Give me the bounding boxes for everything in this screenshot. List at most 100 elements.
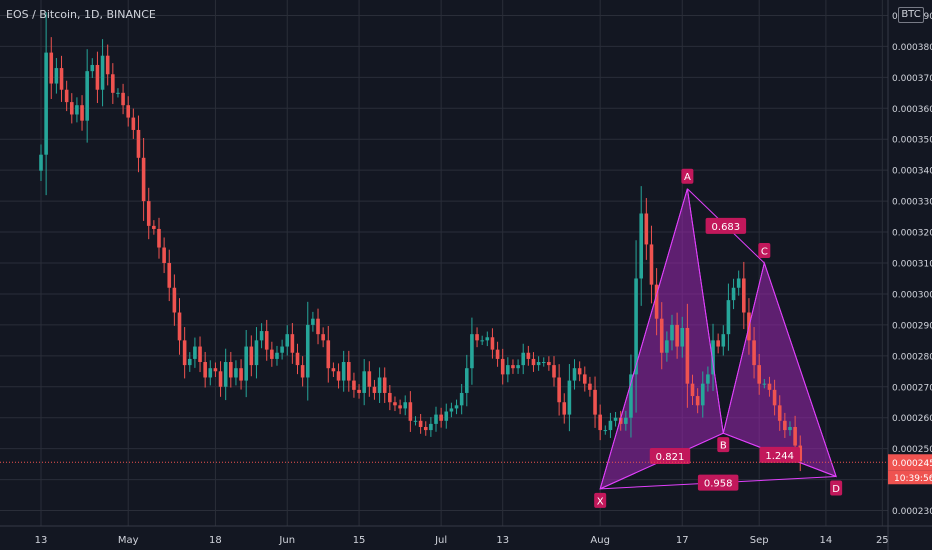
candle-down — [654, 284, 659, 319]
candle-up — [362, 371, 366, 393]
candle-down — [690, 383, 695, 397]
candle-down — [475, 334, 479, 341]
x-tick-label: May — [118, 535, 139, 546]
candle-up — [629, 374, 633, 418]
candle-down — [742, 278, 746, 313]
ratio-label-badge[interactable] — [759, 446, 800, 463]
candle-down — [336, 371, 341, 381]
candle-up — [449, 408, 454, 412]
candle-down — [316, 318, 320, 335]
pattern-point-d-badge[interactable] — [830, 480, 843, 496]
candle-up — [464, 368, 469, 393]
candle-down — [182, 340, 187, 366]
candle-down — [582, 374, 587, 384]
ratio-label: 1.244 — [765, 451, 794, 462]
candle-up — [254, 340, 259, 366]
candle-down — [172, 287, 177, 313]
y-tick-label: 0.0002900 — [892, 321, 932, 331]
candle-up — [116, 92, 120, 94]
candle-up — [54, 68, 59, 84]
y-tick-label: 0.0003300 — [892, 198, 932, 208]
pattern-point-b-badge[interactable] — [717, 437, 730, 453]
candle-down — [300, 365, 305, 378]
candle-up — [536, 362, 541, 366]
candle-up — [541, 362, 546, 364]
pattern-point-label: D — [832, 484, 840, 495]
candle-down — [152, 225, 156, 229]
candle-up — [459, 392, 464, 406]
candle-up — [624, 417, 628, 424]
y-tick-label: 0.0002500 — [892, 445, 932, 455]
y-tick-label: 0.0003000 — [892, 290, 932, 300]
last-price-text: 0.0002456 — [892, 459, 932, 469]
ratio-label: 0.821 — [656, 452, 685, 463]
candle-down — [772, 389, 777, 406]
x-tick-label: 15 — [353, 535, 366, 546]
ratio-label-badge[interactable] — [649, 448, 691, 464]
candle-down — [69, 102, 74, 115]
candle-down — [793, 426, 797, 446]
candle-up — [634, 278, 638, 375]
candle-up — [244, 346, 248, 381]
ratio-label-badge[interactable] — [705, 217, 747, 234]
pattern-line-ab — [686, 188, 724, 434]
candle-up — [75, 105, 79, 115]
candle-up — [454, 405, 459, 409]
candle-down — [783, 420, 787, 431]
candle-up — [234, 368, 238, 378]
candle-down — [418, 420, 423, 427]
x-tick-label: 17 — [676, 535, 689, 546]
candle-down — [423, 426, 428, 431]
countdown-badge — [888, 470, 932, 485]
candle-down — [598, 414, 602, 431]
candle-down — [398, 405, 402, 409]
pattern-point-label: X — [597, 496, 604, 507]
candle-down — [372, 386, 377, 393]
candle-down — [49, 52, 54, 84]
candles — [39, 12, 803, 472]
chart-title: EOS / Bitcoin, 1D, BINANCE — [6, 8, 156, 21]
candle-up — [506, 365, 510, 375]
candle-down — [249, 346, 254, 366]
candle-down — [295, 352, 300, 366]
candle-down — [136, 129, 141, 158]
candle-up — [275, 352, 279, 359]
candle-up — [608, 420, 613, 431]
candle-up — [603, 430, 608, 432]
candle-down — [213, 368, 218, 372]
candle-up — [480, 340, 484, 342]
ratio-label-badge[interactable] — [697, 474, 739, 491]
candle-up — [521, 352, 526, 366]
pattern-point-label: A — [684, 172, 691, 183]
candle-down — [593, 389, 597, 415]
candle-down — [64, 89, 69, 103]
candle-down — [218, 371, 223, 387]
y-tick-label: 0.0003100 — [892, 260, 932, 270]
pattern-point-c-badge[interactable] — [758, 243, 771, 258]
y-tick-label: 0.0002800 — [892, 352, 932, 362]
candle-down — [111, 74, 115, 93]
candle-down — [777, 405, 782, 421]
candle-down — [547, 362, 551, 366]
candle-down — [239, 368, 243, 381]
candle-down — [695, 396, 700, 406]
candle-up — [187, 358, 192, 366]
candle-up — [44, 52, 48, 155]
candle-up — [100, 55, 105, 90]
pattern-point-x-badge[interactable] — [594, 492, 607, 508]
candle-up — [223, 362, 228, 387]
y-tick-label: 0.0003200 — [892, 229, 932, 239]
x-tick-label: Aug — [590, 535, 610, 546]
candle-down — [198, 346, 202, 363]
candle-up — [485, 337, 490, 341]
candle-up — [39, 154, 43, 171]
candle-down — [511, 365, 515, 369]
candle-up — [665, 340, 669, 353]
candle-up — [670, 324, 674, 341]
ratio-label: 0.958 — [704, 479, 733, 490]
currency-unit-button[interactable]: BTC — [898, 7, 924, 23]
candle-down — [326, 340, 331, 369]
candle-down — [157, 228, 161, 248]
pattern-point-a-badge[interactable] — [681, 168, 694, 184]
